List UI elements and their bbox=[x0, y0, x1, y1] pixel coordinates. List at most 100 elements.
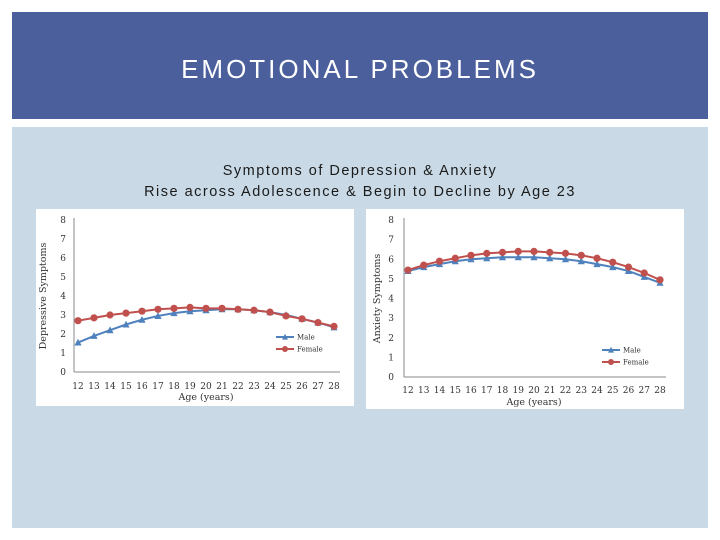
y-tick-label: 1 bbox=[60, 349, 66, 359]
x-tick-label: 18 bbox=[497, 386, 509, 396]
data-point-female bbox=[282, 312, 290, 320]
data-point-female bbox=[514, 247, 522, 255]
y-tick-label: 8 bbox=[388, 216, 394, 226]
content-area: Symptoms of Depression & Anxiety Rise ac… bbox=[12, 127, 708, 528]
data-point-male bbox=[593, 260, 601, 268]
x-tick-label: 17 bbox=[481, 386, 493, 396]
data-point-female bbox=[420, 261, 428, 269]
data-point-female bbox=[467, 251, 475, 259]
subtitle-line-2: Rise across Adolescence & Begin to Decli… bbox=[144, 184, 576, 200]
x-tick-label: 12 bbox=[402, 386, 413, 396]
x-tick-label: 12 bbox=[72, 382, 83, 392]
data-point-female bbox=[74, 317, 82, 325]
data-point-female bbox=[234, 305, 242, 313]
data-point-female bbox=[202, 304, 210, 312]
y-axis-label: Anxiety Symptoms bbox=[372, 254, 383, 345]
y-tick-label: 7 bbox=[60, 235, 66, 245]
x-axis-label: Age (years) bbox=[177, 392, 233, 403]
x-tick-label: 27 bbox=[639, 386, 651, 396]
y-tick-label: 5 bbox=[388, 275, 394, 285]
data-point-female bbox=[106, 311, 114, 319]
x-tick-label: 22 bbox=[232, 382, 243, 392]
data-point-female bbox=[561, 249, 570, 257]
x-tick-label: 18 bbox=[168, 382, 180, 392]
data-point-female bbox=[122, 309, 130, 317]
data-point-male bbox=[561, 255, 570, 263]
data-point-female bbox=[609, 258, 617, 266]
data-point-female bbox=[435, 257, 444, 265]
data-point-male bbox=[483, 254, 491, 262]
x-tick-label: 20 bbox=[528, 386, 540, 396]
x-tick-label: 17 bbox=[152, 382, 164, 392]
y-tick-label: 3 bbox=[60, 311, 66, 321]
x-tick-label: 24 bbox=[264, 382, 276, 392]
x-tick-label: 16 bbox=[136, 382, 148, 392]
legend-marker-male bbox=[282, 333, 288, 340]
legend-marker-female bbox=[282, 346, 288, 352]
y-tick-label: 8 bbox=[60, 216, 66, 226]
x-tick-label: 15 bbox=[120, 382, 132, 392]
data-point-female bbox=[90, 314, 98, 322]
x-axis-label: Age (years) bbox=[505, 397, 561, 408]
data-point-female bbox=[266, 308, 274, 316]
y-tick-label: 6 bbox=[60, 254, 66, 264]
data-point-female bbox=[498, 248, 507, 256]
x-tick-label: 21 bbox=[216, 382, 227, 392]
x-tick-label: 23 bbox=[576, 386, 588, 396]
subtitle-line-1: Symptoms of Depression & Anxiety bbox=[222, 163, 498, 179]
data-point-male bbox=[90, 332, 98, 339]
data-point-female bbox=[186, 303, 194, 311]
data-point-female bbox=[298, 315, 306, 323]
data-point-female bbox=[624, 263, 633, 271]
x-tick-label: 24 bbox=[591, 386, 603, 396]
x-tick-label: 25 bbox=[280, 382, 292, 392]
data-point-female bbox=[530, 247, 538, 255]
y-tick-label: 2 bbox=[388, 334, 394, 344]
data-point-female bbox=[451, 254, 459, 262]
x-tick-label: 22 bbox=[560, 386, 571, 396]
y-tick-label: 1 bbox=[388, 353, 394, 363]
x-tick-label: 27 bbox=[312, 382, 324, 392]
x-tick-label: 19 bbox=[513, 386, 525, 396]
data-point-female bbox=[250, 306, 258, 314]
y-tick-label: 3 bbox=[388, 314, 394, 324]
data-point-male bbox=[106, 326, 114, 334]
x-tick-label: 26 bbox=[623, 386, 635, 396]
x-tick-label: 21 bbox=[544, 386, 555, 396]
y-tick-label: 0 bbox=[60, 368, 66, 378]
data-point-female bbox=[640, 269, 648, 277]
data-point-female bbox=[154, 305, 162, 313]
anxiety-chart: 0 1 2 3 4 5 6 7 8 12 13 14 15 16 17 18 19 20 21 22 23 24 25 26 2… bbox=[366, 209, 684, 409]
y-tick-label: 2 bbox=[60, 330, 66, 340]
data-point-female bbox=[656, 276, 664, 284]
data-point-male bbox=[74, 338, 82, 346]
data-point-female bbox=[483, 249, 491, 257]
x-tick-label: 13 bbox=[418, 386, 430, 396]
y-tick-label: 5 bbox=[60, 273, 66, 283]
data-point-female bbox=[218, 304, 226, 312]
data-point-male bbox=[498, 253, 507, 261]
page-title: EMOTIONAL PROBLEMS bbox=[181, 54, 539, 84]
data-point-female bbox=[138, 307, 146, 315]
x-tick-label: 28 bbox=[328, 382, 340, 392]
x-tick-label: 19 bbox=[184, 382, 196, 392]
data-point-male bbox=[546, 254, 554, 262]
data-point-female bbox=[593, 254, 601, 262]
data-point-female bbox=[170, 304, 178, 312]
legend-label-female: Female bbox=[623, 359, 649, 367]
x-tick-label: 13 bbox=[88, 382, 100, 392]
data-point-female bbox=[330, 322, 338, 330]
y-tick-label: 0 bbox=[388, 373, 394, 383]
legend-label-female: Female bbox=[297, 346, 323, 354]
data-point-female bbox=[314, 319, 322, 327]
legend-label-male: Male bbox=[297, 334, 315, 342]
data-point-male bbox=[530, 253, 538, 261]
title-bar: EMOTIONAL PROBLEMS bbox=[12, 12, 708, 119]
data-point-female bbox=[577, 251, 585, 259]
data-point-male bbox=[609, 263, 617, 271]
y-axis-label: Depressive Symptoms bbox=[38, 243, 49, 350]
data-point-male bbox=[154, 312, 162, 319]
x-tick-label: 26 bbox=[296, 382, 308, 392]
